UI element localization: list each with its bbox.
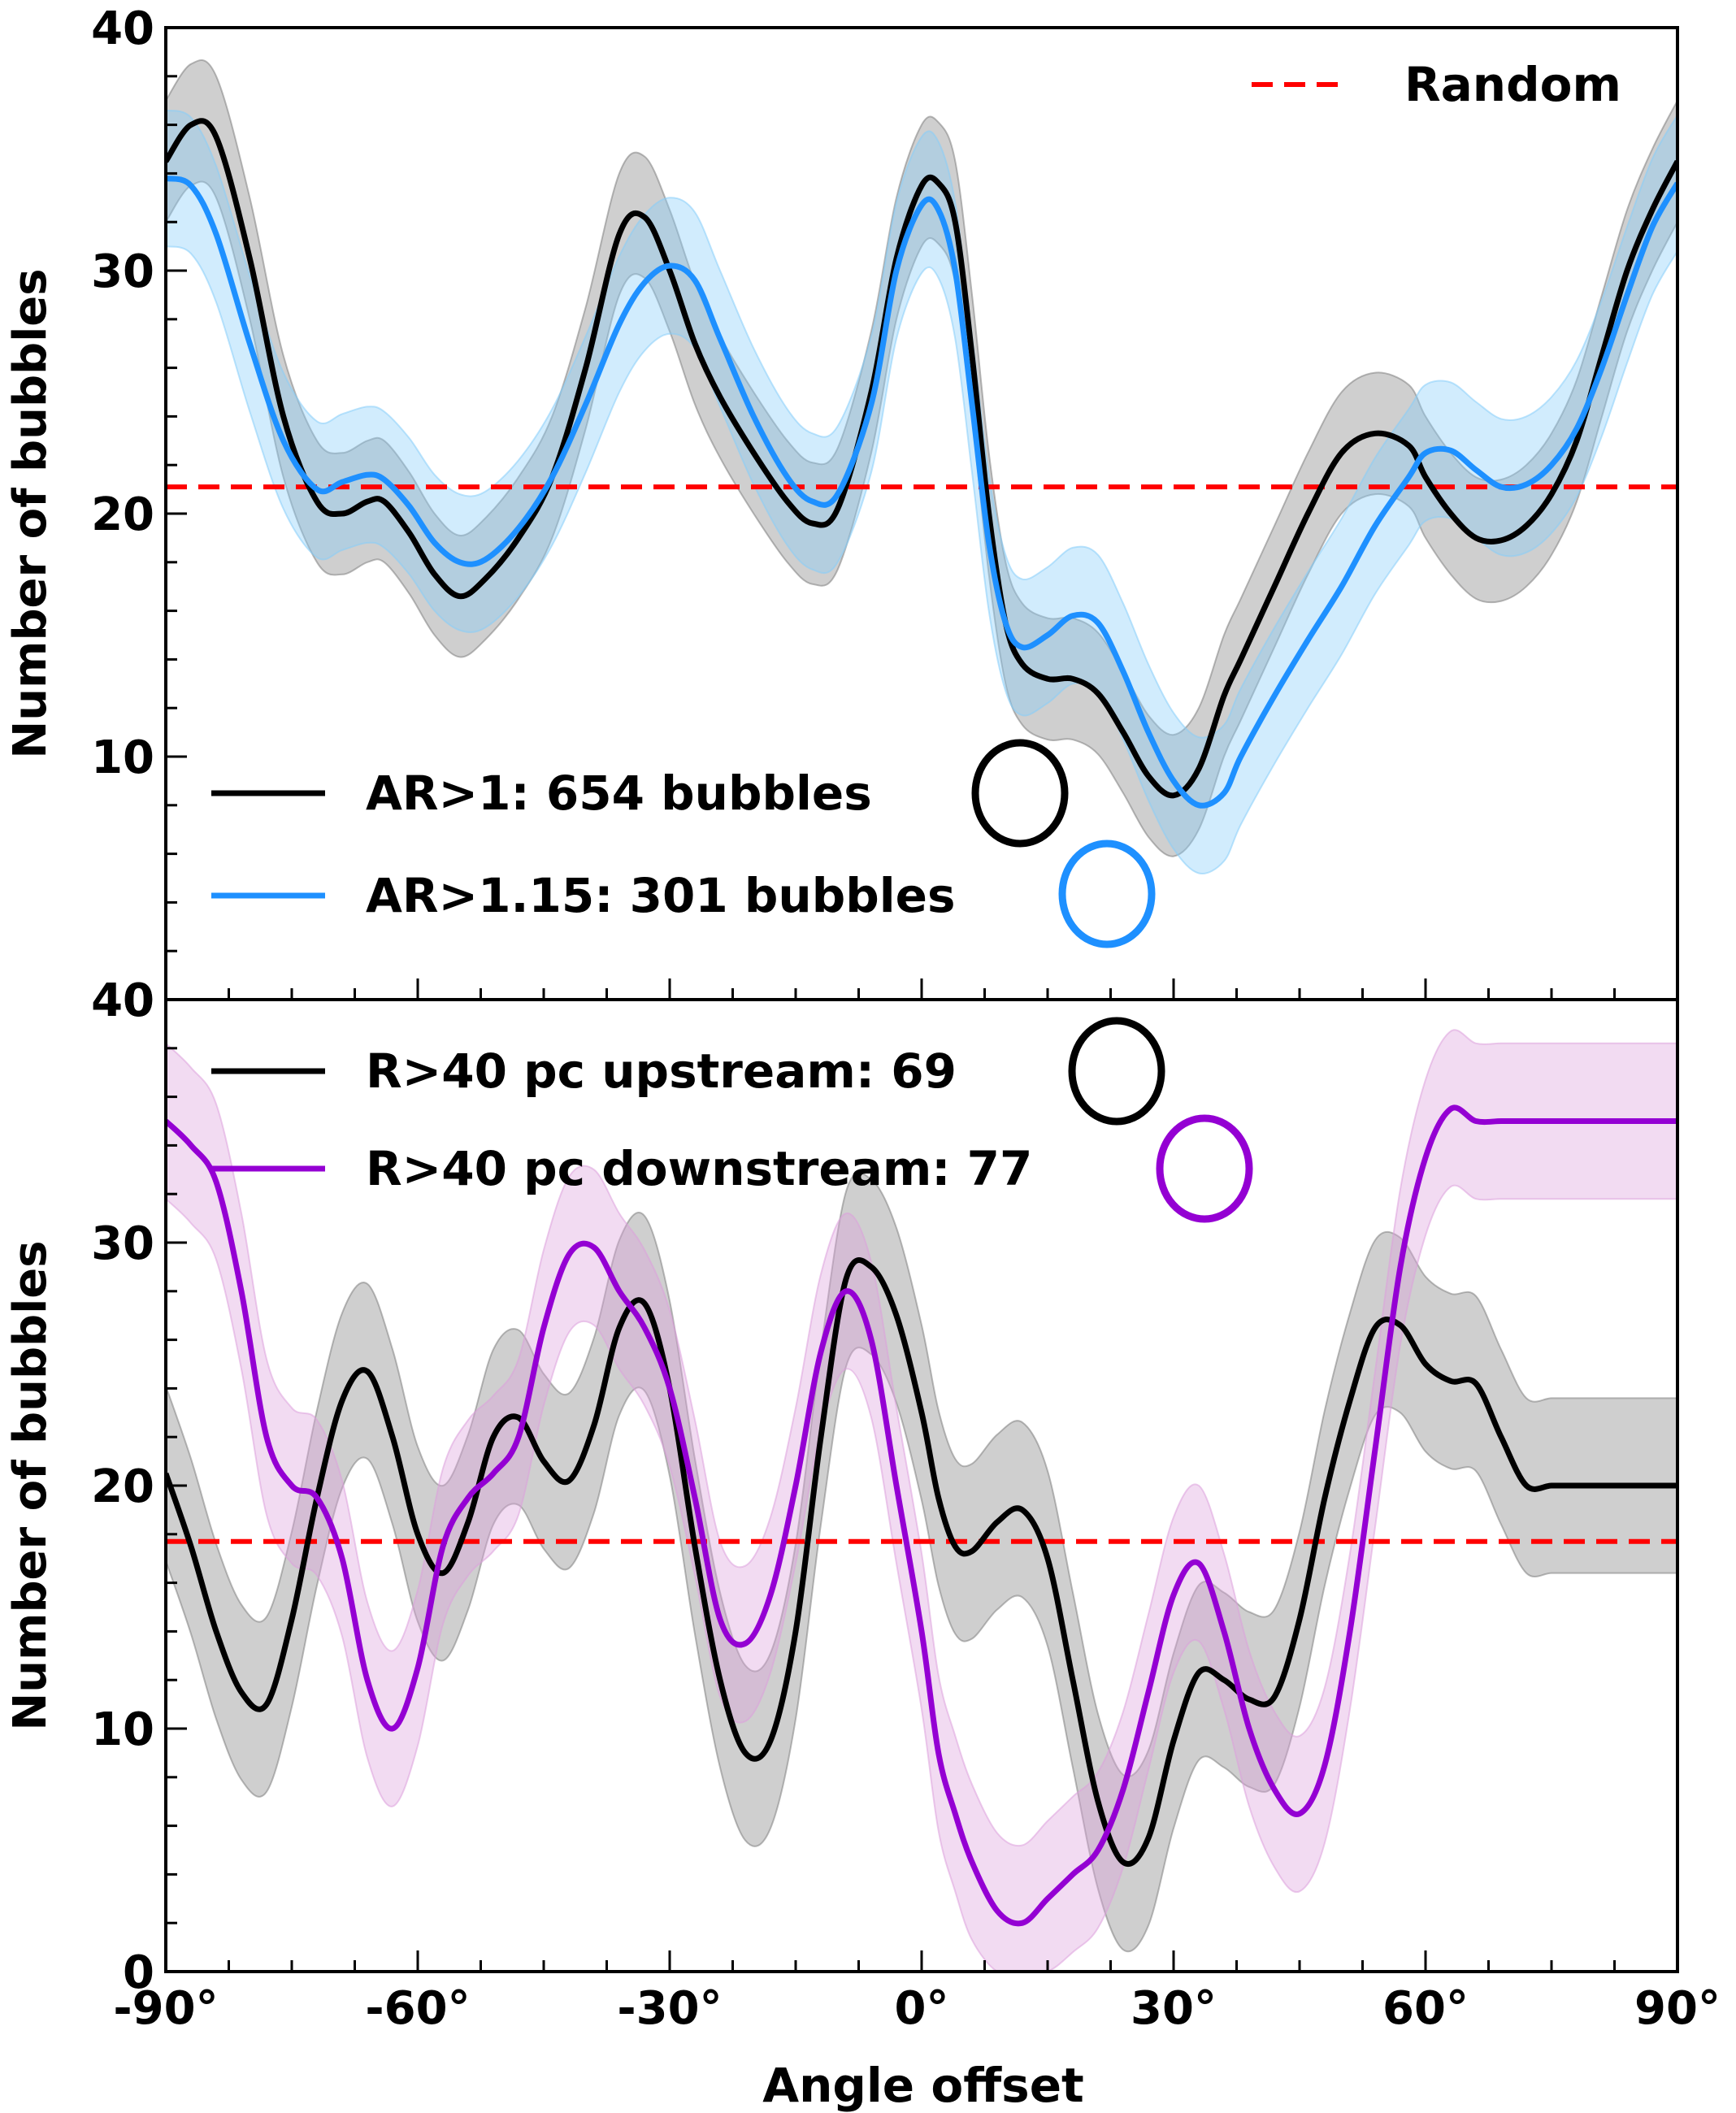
bottom-x-tick-label: -90°	[113, 1982, 218, 2035]
top-series-line-2	[166, 175, 1677, 809]
bottom-band-1	[166, 1171, 1677, 1953]
top-band-2	[166, 109, 1677, 874]
bottom-x-tick-label: -60°	[365, 1982, 470, 2035]
bottom-y-tick-label: 30	[91, 1217, 154, 1270]
bottom-band-2	[166, 1029, 1677, 1972]
blue-circle-icon	[1058, 840, 1156, 948]
bottom-legend-label-1: R>40 pc upstream: 69	[366, 1043, 957, 1099]
black-circle-icon	[1068, 1017, 1165, 1126]
bottom-x-tick-label: 30°	[1131, 1982, 1217, 2035]
top-y-tick-label: 10	[91, 731, 154, 784]
bottom-x-tick-label: -30°	[617, 1982, 722, 2035]
top-plot-area	[166, 59, 1677, 874]
top-y-tick-label: 40	[91, 2, 154, 55]
bottom-legend-label-2: R>40 pc downstream: 77	[366, 1141, 1032, 1196]
bottom-series-line-2	[166, 1104, 1677, 1927]
bottom-y-tick-label: 20	[91, 1460, 154, 1513]
bottom-x-tick-label: 0°	[895, 1982, 949, 2035]
bottom-plot-area	[166, 1029, 1677, 1972]
bottom-y-tick-label: 0	[123, 1946, 154, 1999]
random-legend-label: Random	[1404, 57, 1621, 112]
bottom-x-tick-label: 60°	[1382, 1982, 1469, 2035]
bottom-panel: 0 10 20 30 40 -90° -60° -30° 0° 30° 60° 90° Number o…	[4, 974, 1721, 2035]
top-panel: 0 10 20 30 40 Number of bubbles AR>1: 654 bubb…	[4, 2, 1679, 1027]
top-legend-label-2: AR>1.15: 301 bubbles	[366, 868, 955, 923]
top-series-line-1	[166, 118, 1677, 799]
bottom-x-tick-label: 90°	[1634, 1982, 1721, 2035]
top-y-axis-label: Number of bubbles	[4, 268, 57, 758]
bottom-y-tick-label: 10	[91, 1703, 154, 1756]
purple-circle-icon	[1156, 1114, 1253, 1223]
x-axis-label: Angle offset	[762, 2058, 1084, 2113]
bottom-series-line-1	[166, 1257, 1677, 1867]
black-circle-icon	[971, 739, 1069, 848]
bottom-y-tick-label: 40	[91, 974, 154, 1027]
top-legend-label-1: AR>1: 654 bubbles	[366, 766, 872, 821]
top-y-tick-label: 20	[91, 488, 154, 541]
top-y-tick-label: 30	[91, 245, 154, 298]
bottom-y-axis-label: Number of bubbles	[4, 1240, 57, 1730]
top-y-tick-label: 0	[123, 974, 154, 1027]
